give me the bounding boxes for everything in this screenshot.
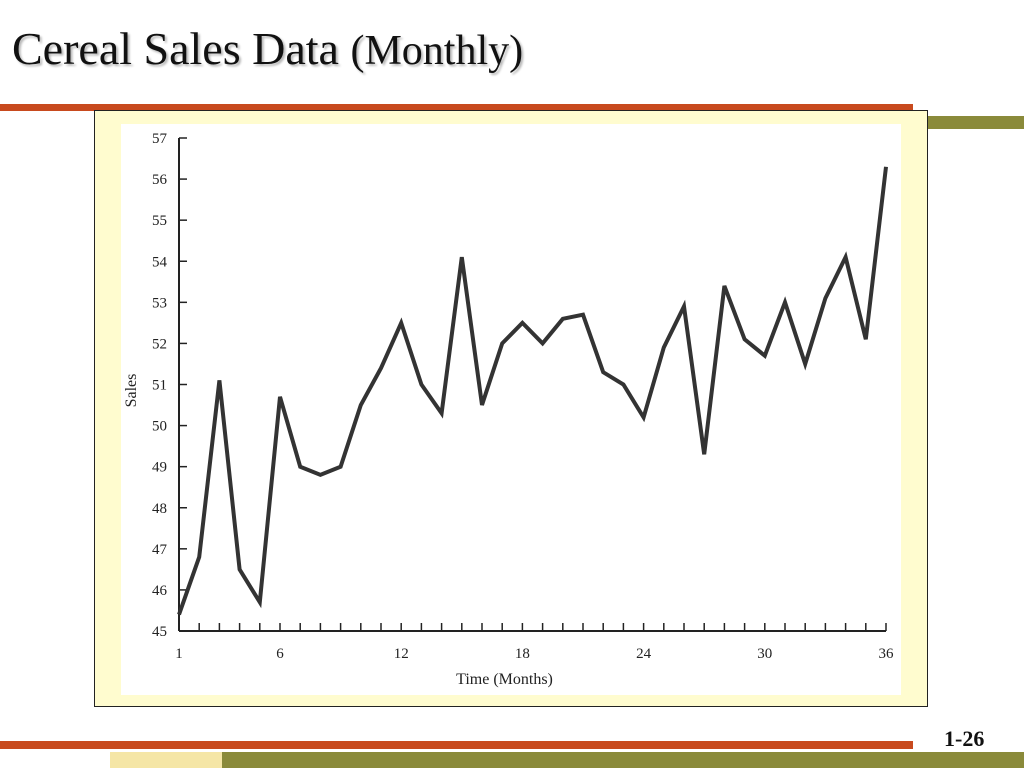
x-tick-label: 30 — [757, 646, 772, 662]
y-axis-title: Sales — [123, 374, 140, 408]
x-axis-title: Time (Months) — [456, 671, 553, 688]
slide-title-main: Cereal Sales Data — [12, 23, 339, 74]
y-tick-label: 55 — [152, 213, 167, 229]
x-tick-label: 1 — [175, 646, 183, 662]
x-tick-label: 6 — [276, 646, 284, 662]
y-tick-label: 49 — [152, 460, 167, 476]
y-tick-label: 54 — [152, 254, 168, 270]
bottom-accent-bar-cream — [110, 752, 222, 768]
x-tick-label: 18 — [515, 646, 530, 662]
bottom-accent-bar-olive — [222, 752, 1024, 768]
y-tick-label: 47 — [152, 542, 168, 558]
y-tick-label: 52 — [152, 336, 167, 352]
top-accent-bar-orange — [0, 104, 913, 111]
x-tick-label: 36 — [879, 646, 895, 662]
x-tick-label: 12 — [394, 646, 409, 662]
y-tick-label: 48 — [152, 501, 167, 517]
y-tick-label: 57 — [152, 131, 168, 147]
y-tick-label: 46 — [152, 583, 168, 599]
y-tick-label: 56 — [152, 172, 168, 188]
slide-number: 1-26 — [944, 726, 985, 751]
bottom-accent-bar-orange — [0, 741, 913, 749]
y-tick-label: 45 — [152, 624, 167, 640]
y-tick-label: 53 — [152, 295, 167, 311]
slide-title: Cereal Sales Data (Monthly) — [12, 22, 523, 75]
chart-area: 45 46 47 48 49 50 51 52 53 54 55 56 57 1 6 12 18 24 30 36 Ti… — [121, 124, 901, 695]
sales-line-chart: 45 46 47 48 49 50 51 52 53 54 55 56 57 1 6 12 18 24 30 36 Ti… — [123, 131, 895, 688]
y-tick-label: 51 — [152, 378, 167, 394]
slide-title-suffix: (Monthly) — [350, 28, 524, 74]
x-tick-label: 24 — [636, 646, 652, 662]
y-tick-label: 50 — [152, 419, 167, 435]
top-accent-bar-olive — [928, 116, 1024, 129]
sales-series-line — [177, 166, 888, 616]
